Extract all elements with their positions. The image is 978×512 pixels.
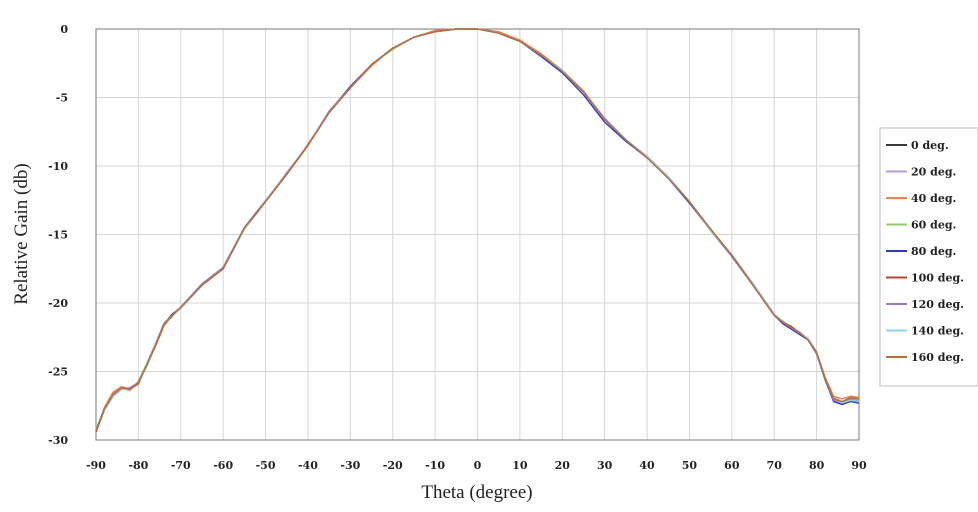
y-tick-label: -20: [48, 297, 68, 310]
x-tick-label: -40: [298, 459, 318, 472]
legend-label: 100 deg.: [911, 272, 964, 285]
x-tick-label: 0: [474, 459, 482, 472]
legend: 0 deg. 20 deg. 40 deg. 60 deg. 80 deg. 100 de…: [879, 127, 978, 387]
y-tick-label: -10: [48, 160, 68, 173]
y-tick-label: -25: [48, 366, 68, 379]
x-tick-label: -10: [425, 459, 445, 472]
x-tick-label: 80: [809, 459, 825, 472]
x-tick-label: -60: [213, 459, 233, 472]
legend-label: 60 deg.: [911, 219, 956, 232]
x-axis-title: Theta (degree): [421, 482, 532, 503]
x-tick-label: 40: [639, 459, 655, 472]
x-tick-label: 30: [597, 459, 613, 472]
legend-label: 20 deg.: [911, 166, 956, 179]
x-tick-label: -70: [171, 459, 191, 472]
legend-label: 80 deg.: [911, 245, 956, 258]
series-line-8: [95, 28, 860, 431]
x-tick-label: 20: [555, 459, 571, 472]
x-tick-label: 10: [512, 459, 528, 472]
legend-label: 0 deg.: [911, 139, 949, 152]
y-tick-labels: 0 -5 -10 -15 -20 -25 -30: [48, 23, 68, 447]
legend-label: 120 deg.: [911, 298, 964, 311]
legend-label: 40 deg.: [911, 192, 956, 205]
x-tick-label: 60: [724, 459, 740, 472]
y-tick-label: 0: [60, 23, 68, 36]
x-tick-label: 90: [851, 459, 867, 472]
legend-label: 140 deg.: [911, 325, 964, 338]
x-tick-label: -20: [383, 459, 403, 472]
y-axis-title: Relative Gain (db): [11, 163, 32, 304]
y-tick-label: -5: [56, 92, 68, 105]
legend-label: 160 deg.: [911, 351, 964, 364]
x-tick-label: -80: [128, 459, 148, 472]
x-tick-label: 50: [682, 459, 698, 472]
y-tick-label: -15: [48, 229, 68, 242]
x-tick-label: -90: [86, 459, 106, 472]
series-lines: [95, 28, 860, 433]
y-tick-label: -30: [48, 434, 68, 447]
x-tick-label: -50: [256, 459, 276, 472]
x-tick-label: -30: [340, 459, 360, 472]
x-tick-labels: -90 -80 -70 -60 -50 -40 -30 -20 -10 0 10 20 30 40 50 60…: [86, 459, 867, 472]
x-tick-label: 70: [767, 459, 783, 472]
